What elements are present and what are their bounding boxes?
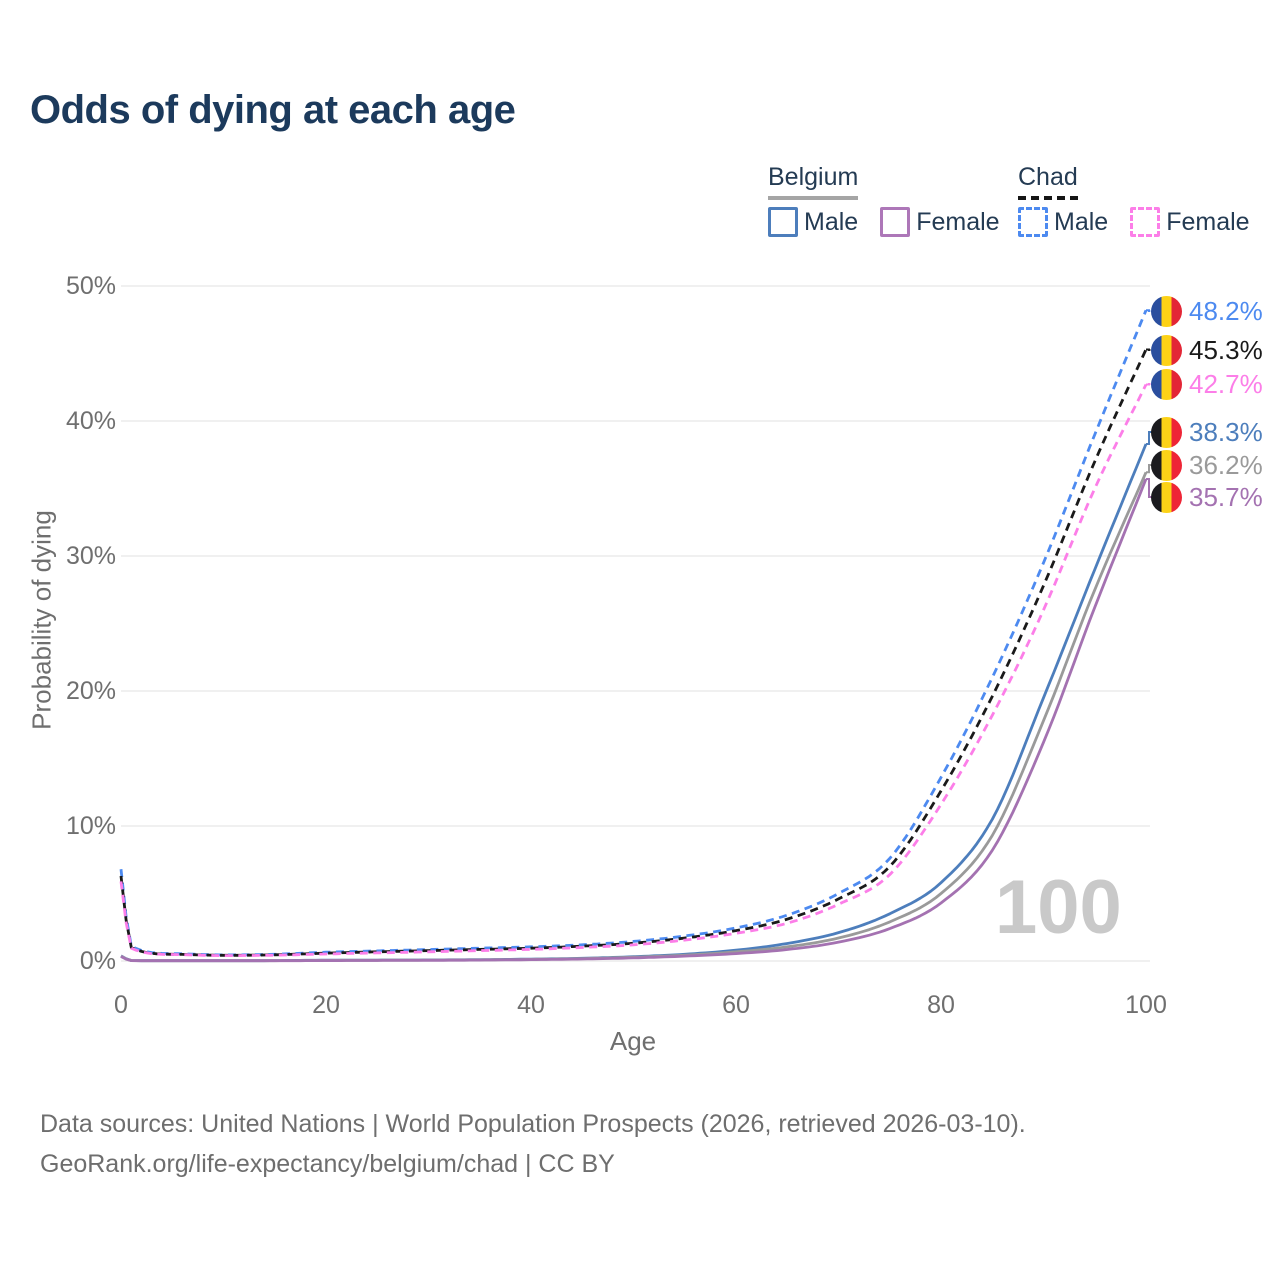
legend-label: Female bbox=[1166, 207, 1250, 236]
series-line-belgium-female bbox=[120, 478, 1148, 963]
footer-attribution: GeoRank.org/life-expectancy/belgium/chad… bbox=[40, 1150, 615, 1178]
page-title: Odds of dying at each age bbox=[30, 88, 516, 132]
series-line-chad-female bbox=[119, 383, 1148, 957]
legend-item-belgium-female[interactable]: Female bbox=[880, 207, 1000, 237]
end-label-connector-belgium-male bbox=[1146, 431, 1154, 445]
footer: Data sources: United Nations | World Pop… bbox=[40, 1104, 1026, 1184]
legend-item-chad-female[interactable]: Female bbox=[1130, 207, 1250, 237]
belgium-male-swatch-icon bbox=[768, 207, 798, 237]
chad-male-swatch-icon bbox=[1018, 207, 1048, 237]
legend-item-chad-male[interactable]: Male bbox=[1018, 207, 1108, 237]
series-line-chad-male bbox=[119, 309, 1148, 957]
series-line-chad-both bbox=[119, 348, 1148, 957]
series-line-belgium-male bbox=[120, 443, 1148, 963]
legend-label: Male bbox=[1054, 207, 1109, 236]
legend-group-chad: Chad Male Female bbox=[1018, 163, 1250, 237]
legend-group-belgium: Belgium Male Female bbox=[768, 163, 1000, 237]
end-label-connector-chad-female bbox=[1146, 383, 1154, 386]
legend-label: Male bbox=[804, 207, 859, 236]
legend-label: Female bbox=[916, 207, 1000, 236]
belgium-female-swatch-icon bbox=[880, 207, 911, 237]
age-cursor-label: 100 bbox=[995, 865, 1122, 950]
chad-female-swatch-icon bbox=[1130, 207, 1161, 237]
end-label-connector-chad-both bbox=[1146, 348, 1154, 351]
legend-country-belgium[interactable]: Belgium bbox=[768, 163, 859, 200]
end-label-connector-belgium-both bbox=[1146, 464, 1154, 474]
end-label-connector-belgium-female bbox=[1146, 478, 1154, 498]
footer-sources: Data sources: United Nations | World Pop… bbox=[40, 1110, 1026, 1138]
legend-item-belgium-male[interactable]: Male bbox=[768, 207, 858, 237]
end-label-connector-chad-male bbox=[1146, 309, 1154, 312]
legend-country-chad[interactable]: Chad bbox=[1018, 163, 1078, 200]
